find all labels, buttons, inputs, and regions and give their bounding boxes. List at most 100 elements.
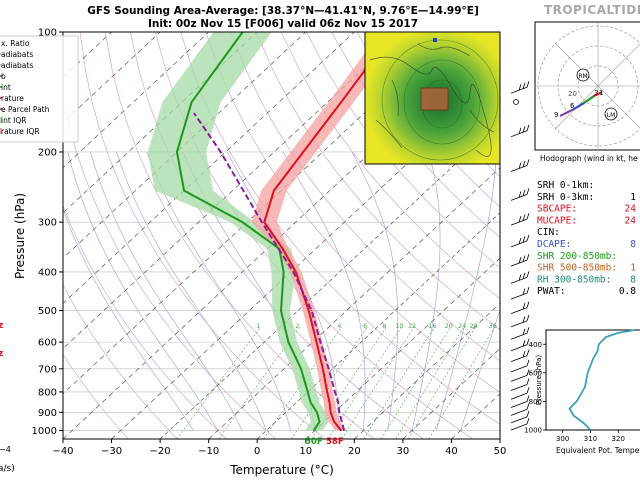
index-label: SRH 0-1km:: [537, 180, 594, 191]
index-value: 1: [630, 263, 636, 274]
index-label: SHR 500-850mb:: [537, 263, 617, 274]
theta-e-x-tick-label: 310: [584, 435, 597, 443]
parcel-path-point: [319, 341, 322, 343]
hodograph-height-9: 9: [554, 111, 558, 119]
hodograph-height-3: 3: [594, 89, 598, 97]
theta-e-y-tick-label: 600: [529, 369, 542, 377]
legend-item-label: int: [1, 83, 11, 92]
wind-barb: [510, 213, 530, 226]
map-frame: [364, 31, 501, 165]
dry-adiabat: [180, 32, 500, 425]
dewpoint-point: [313, 429, 315, 432]
index-label: SRH 0-3km:: [537, 192, 594, 203]
theta-e-y-tick-label: 400: [529, 341, 542, 349]
x-tick-label: −40: [52, 446, 73, 457]
hodograph-lm-marker: [604, 107, 618, 121]
dewpoint-point: [190, 101, 193, 103]
dewpoint-point: [309, 401, 312, 404]
calm-wind-marker: [513, 99, 519, 105]
wind-barb: [510, 301, 530, 314]
temperature-point: [329, 411, 332, 413]
legend-item-label: e Parcel Path: [1, 105, 50, 114]
theta-e-x-tick-label: 300: [556, 435, 569, 443]
wind-barb: [510, 234, 530, 248]
parcel-path-point: [337, 401, 339, 404]
dry-adiabat: [280, 32, 500, 300]
index-value: 8: [630, 274, 636, 285]
hodograph: RM LM 20 3 6 9 1 Hodograph (wind in kt, …: [534, 21, 640, 163]
parcel-path-point: [220, 151, 222, 153]
mixing-ratio-label: 24: [458, 322, 466, 330]
hodograph-height-1: 1: [599, 89, 603, 97]
y-tick-label: 100: [38, 28, 57, 39]
moist-adiabat: [435, 151, 497, 431]
area-map-inset: [365, 32, 500, 164]
x-tick-label: 20: [348, 446, 361, 457]
y-axis-label: Pressure (hPa): [13, 193, 27, 279]
dewpoint-point: [307, 391, 309, 393]
moist-adiabat: [90, 151, 243, 431]
wind-barb: [510, 395, 530, 408]
mixing-ratio-label: 4: [337, 322, 341, 330]
mixing-ratio-labels: 1 2 4 6 8 10 12 16 20 24 28 36: [256, 322, 497, 330]
wind-barb: [510, 417, 530, 431]
legend-item-label: b: [1, 72, 6, 81]
hodograph-trace-red: [593, 91, 603, 97]
mixing-ratio-line: [428, 326, 495, 439]
indices-panel: SRH 0-1km:SRH 0-3km: 1 SBCAPE: 24 MUCAPE: 24 C…: [537, 180, 636, 297]
mixing-ratio-label: 28: [470, 322, 478, 330]
y-tick-label: 300: [38, 218, 57, 229]
dry-adiabat: [79, 32, 326, 439]
index-label: SBCAPE:: [537, 204, 577, 215]
mixing-ratio-line: [395, 326, 465, 439]
wind-barb: [510, 253, 530, 267]
x-tick-label: 40: [445, 446, 458, 457]
mixing-ratio-label: 12: [408, 322, 416, 330]
theta-e-x-tick-label: 320: [612, 435, 625, 443]
isotherm: [63, 32, 161, 123]
dewpoint-point: [183, 190, 185, 192]
moist-adiabat: [351, 151, 399, 431]
temperature-point: [340, 429, 342, 432]
y-tick-label: 700: [38, 364, 57, 375]
parcel-path-point: [338, 411, 340, 413]
y-tick-label: 400: [38, 267, 57, 278]
theta-e-panel: 400 600 800 1000 300 310 320 Pressure (hPa) Eq…: [524, 329, 640, 455]
index-label: PWAT:: [537, 286, 566, 297]
legend-item-label: adiabats: [1, 61, 33, 70]
wind-barb: [510, 369, 530, 382]
left-fragment-units: a/s): [0, 464, 15, 474]
mixing-ratio-label: 10: [395, 322, 403, 330]
mixing-ratio-label: 1: [256, 322, 260, 330]
dry-adiabat: [155, 32, 473, 439]
parcel-path-point: [341, 421, 343, 423]
parcel-path-point: [328, 368, 330, 370]
parcel-path-point: [343, 429, 345, 432]
map-contour-outer: [381, 39, 499, 161]
index-label: DCAPE:: [537, 239, 571, 250]
hodograph-diag-1: [554, 42, 640, 129]
dewpoint-point: [283, 271, 285, 273]
legend-item-label: x. Ratio: [1, 39, 30, 48]
dewpoint-point: [241, 221, 244, 223]
dewpoint-point: [318, 421, 321, 423]
dry-adiabat: [63, 353, 129, 439]
temperature-point: [302, 151, 304, 153]
hodograph-rm-marker: [576, 68, 590, 82]
legend: x. Ratio adiabats adiabats b int rature e Parc…: [0, 35, 79, 143]
isotherm: [63, 32, 404, 350]
wind-barb: [510, 159, 530, 172]
mixing-ratio-label: 6: [363, 322, 367, 330]
dewpoint-point: [300, 368, 302, 370]
legend-item-label: adiabats: [1, 50, 33, 59]
mixing-ratio-line: [218, 326, 300, 439]
temperature-point: [308, 309, 310, 312]
chart-title-line1: GFS Sounding Area-Average: [38.37°N—41.4…: [87, 5, 479, 17]
wind-barb: [510, 378, 530, 391]
index-value: 0.8: [619, 286, 636, 297]
isotherm: [256, 212, 500, 439]
index-label: MUCAPE:: [537, 215, 577, 226]
dewpoint-iqr-band: [147, 32, 329, 431]
